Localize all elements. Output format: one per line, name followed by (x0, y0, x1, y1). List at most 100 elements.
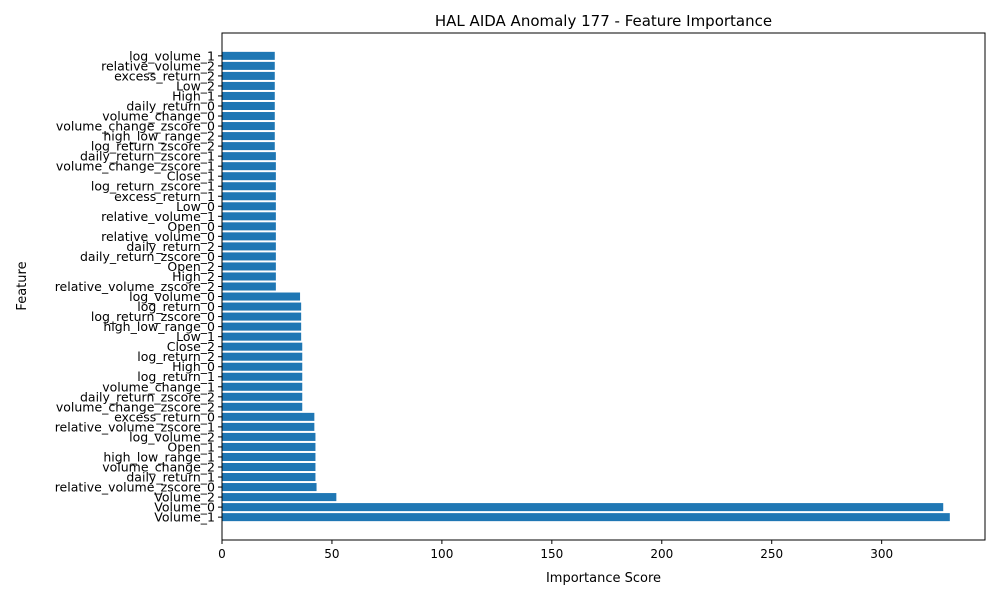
x-tick-label: 150 (540, 547, 563, 561)
x-tick-label: 0 (218, 547, 226, 561)
bar-log_return_zscore_2 (222, 142, 275, 151)
bar-relative_volume_2 (222, 61, 275, 70)
bar-relative_volume_1 (222, 212, 276, 221)
y-tick-label: log_volume_1 (129, 48, 215, 63)
bar-volume_change_0 (222, 112, 275, 121)
bar-Open_1 (222, 442, 316, 451)
bar-Low_1 (222, 332, 302, 341)
bar-log_return_zscore_1 (222, 182, 276, 191)
y-tick-label: relative_volume_zscore_1 (55, 419, 215, 434)
bar-log_return_2 (222, 352, 303, 361)
bar-High_1 (222, 91, 275, 100)
y-axis-label: Feature (15, 261, 30, 310)
bar-Low_0 (222, 202, 276, 211)
bar-Volume_0 (222, 503, 944, 512)
y-tick-label: high_low_range_0 (103, 319, 215, 334)
bar-daily_return_zscore_2 (222, 392, 303, 401)
bar-log_volume_2 (222, 432, 316, 441)
y-tick-label: relative_volume_zscore_2 (55, 279, 215, 294)
y-tick-label: volume_change_zscore_0 (56, 119, 215, 134)
bar-excess_return_2 (222, 71, 275, 80)
bar-log_volume_1 (222, 51, 275, 60)
y-tick-label: volume_change_1 (102, 379, 215, 394)
y-tick-label: excess_return_1 (114, 189, 215, 204)
bar-Volume_2 (222, 493, 337, 502)
y-tick-label: Low_1 (176, 329, 215, 344)
bar-log_return_zscore_0 (222, 312, 302, 321)
bar-daily_return_zscore_1 (222, 152, 276, 161)
y-tick-label: Volume_2 (154, 490, 215, 505)
bar-daily_return_2 (222, 242, 276, 251)
y-tick-label: high_low_range_2 (103, 129, 215, 144)
bar-High_0 (222, 362, 303, 371)
bar-volume_change_1 (222, 382, 303, 391)
x-axis-ticks: 0 50 100 150 200 250 300 (218, 540, 893, 561)
bar-log_return_0 (222, 302, 302, 311)
bar-Open_0 (222, 222, 276, 231)
bar-volume_change_zscore_1 (222, 162, 276, 171)
x-tick-label: 50 (324, 547, 339, 561)
x-tick-label: 200 (650, 547, 673, 561)
y-tick-label: volume_change_2 (102, 459, 215, 474)
y-tick-label: Open_1 (167, 439, 215, 454)
bar-excess_return_1 (222, 192, 276, 201)
y-tick-label: Volume_1 (154, 510, 215, 525)
x-tick-label: 300 (870, 547, 893, 561)
y-tick-label: daily_return_zscore_1 (80, 149, 215, 164)
bars-group (222, 51, 950, 522)
y-tick-label: daily_return_1 (126, 470, 215, 485)
bar-excess_return_0 (222, 412, 315, 421)
y-tick-label: High_1 (172, 88, 215, 103)
bar-daily_return_zscore_0 (222, 252, 276, 261)
bar-relative_volume_zscore_0 (222, 483, 317, 492)
bar-Volume_1 (222, 513, 950, 522)
bar-volume_change_zscore_2 (222, 402, 303, 411)
y-tick-label: excess_return_2 (114, 68, 215, 83)
bar-high_low_range_1 (222, 452, 316, 461)
bar-Open_2 (222, 262, 276, 271)
y-tick-label: Close_2 (167, 339, 215, 354)
y-tick-label: Open_0 (167, 219, 215, 234)
bar-log_return_1 (222, 372, 303, 381)
y-tick-label: log_volume_0 (129, 289, 215, 304)
bar-relative_volume_0 (222, 232, 276, 241)
bar-Close_2 (222, 342, 303, 351)
chart-title: HAL AIDA Anomaly 177 - Feature Importanc… (435, 12, 772, 30)
y-tick-label: High_2 (172, 269, 215, 284)
y-tick-label: Low_2 (176, 78, 215, 93)
y-tick-label: volume_change_zscore_1 (56, 159, 215, 174)
y-tick-label: log_return_zscore_2 (91, 139, 215, 154)
y-tick-label: log_return_1 (137, 369, 215, 384)
y-tick-label: High_0 (172, 359, 215, 374)
bar-High_2 (222, 272, 276, 281)
bar-high_low_range_2 (222, 132, 275, 141)
y-tick-label: log_return_zscore_0 (91, 309, 215, 324)
y-tick-label: log_return_2 (137, 349, 215, 364)
bar-daily_return_0 (222, 101, 275, 111)
y-tick-label: relative_volume_0 (101, 229, 215, 244)
bar-Close_1 (222, 172, 276, 181)
bar-daily_return_1 (222, 473, 316, 482)
y-tick-label: relative_volume_2 (101, 58, 215, 73)
y-tick-label: Open_2 (167, 259, 215, 274)
x-tick-label: 250 (760, 547, 783, 561)
x-tick-label: 100 (430, 547, 453, 561)
y-tick-label: excess_return_0 (114, 409, 215, 424)
bar-volume_change_2 (222, 462, 316, 472)
bar-relative_volume_zscore_1 (222, 422, 315, 431)
y-tick-label: Low_0 (176, 199, 215, 214)
x-axis-label: Importance Score (546, 571, 661, 586)
y-tick-label: Close_1 (167, 169, 215, 184)
y-tick-label: log_volume_2 (129, 429, 215, 444)
bar-high_low_range_0 (222, 322, 302, 331)
bar-Low_2 (222, 81, 275, 90)
bar-volume_change_zscore_0 (222, 122, 275, 131)
y-tick-label: Volume_0 (154, 500, 215, 515)
y-tick-label: high_low_range_1 (103, 449, 215, 464)
y-tick-label: daily_return_zscore_2 (80, 389, 215, 404)
y-tick-label: volume_change_0 (102, 109, 215, 124)
y-tick-label: log_return_zscore_1 (91, 179, 215, 194)
